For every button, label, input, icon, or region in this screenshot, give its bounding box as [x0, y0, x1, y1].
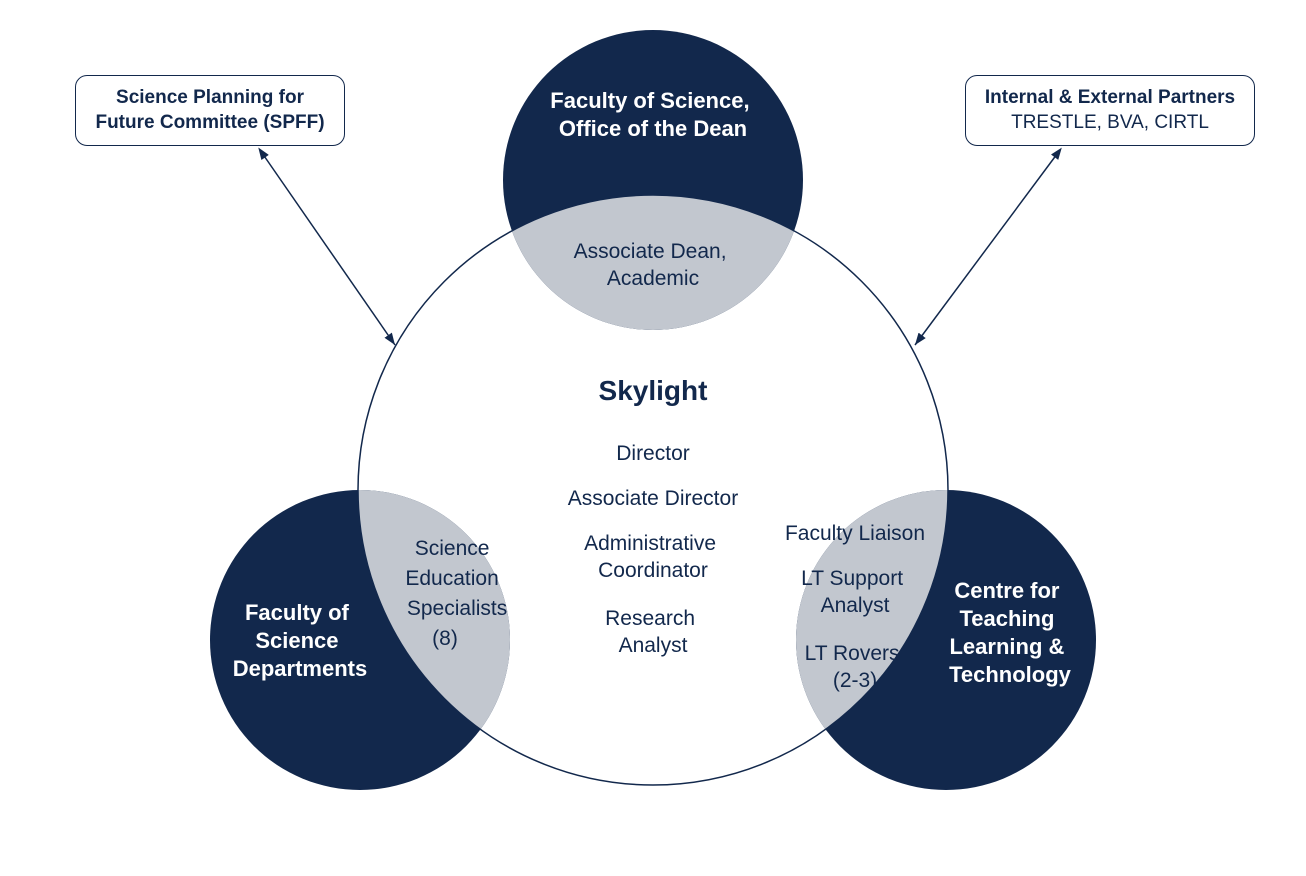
right-circle-line1: Centre for	[954, 578, 1060, 603]
left-circle-line1: Faculty of	[245, 600, 350, 625]
right-circle-line2: Teaching	[959, 606, 1054, 631]
left-circle-line3: Departments	[233, 656, 367, 681]
right-overlap-3-line2: (2-3)	[833, 669, 877, 692]
right-overlap-2-line1: LT Support	[801, 567, 903, 590]
left-overlap-line3: Specialists	[407, 597, 507, 620]
center-role-4-line2: Analyst	[619, 634, 688, 657]
partners-box-title: Internal & External Partners	[980, 86, 1240, 111]
partners-box: Internal & External Partners TRESTLE, BV…	[965, 75, 1255, 146]
top-circle-label-line1: Faculty of Science,	[550, 88, 749, 113]
center-role-4-line1: Research	[605, 607, 695, 630]
partners-box-sub: TRESTLE, BVA, CIRTL	[980, 111, 1240, 136]
spff-box-title: Science Planning forFuture Committee (SP…	[90, 86, 330, 135]
center-role-3-line1: Administrative	[584, 532, 716, 555]
left-overlap-line1: Science	[415, 537, 490, 560]
center-role-4: Research Analyst	[605, 607, 701, 657]
arrow-left	[260, 150, 395, 345]
center-role-2: Associate Director	[568, 487, 738, 510]
arrow-right	[915, 150, 1060, 345]
left-circle-line2: Science	[255, 628, 338, 653]
top-circle-label-line2: Office of the Dean	[559, 116, 747, 141]
left-overlap-line2: Education	[405, 567, 498, 590]
top-overlap-line2: Academic	[607, 267, 699, 290]
right-circle-line4: Technology	[949, 662, 1072, 687]
right-overlap-label-1: Faculty Liaison	[785, 522, 925, 545]
right-overlap-3-line1: LT Rovers	[805, 642, 900, 665]
right-circle-line3: Learning &	[949, 634, 1064, 659]
center-role-3: Administrative Coordinator	[584, 532, 722, 582]
center-role-1: Director	[616, 442, 690, 465]
right-overlap-2-line2: Analyst	[821, 594, 890, 617]
left-overlap-line4: (8)	[432, 627, 458, 650]
center-title: Skylight	[599, 375, 708, 406]
top-overlap-line1: Associate Dean,	[574, 240, 727, 263]
spff-box: Science Planning forFuture Committee (SP…	[75, 75, 345, 146]
center-role-3-line2: Coordinator	[598, 559, 708, 582]
